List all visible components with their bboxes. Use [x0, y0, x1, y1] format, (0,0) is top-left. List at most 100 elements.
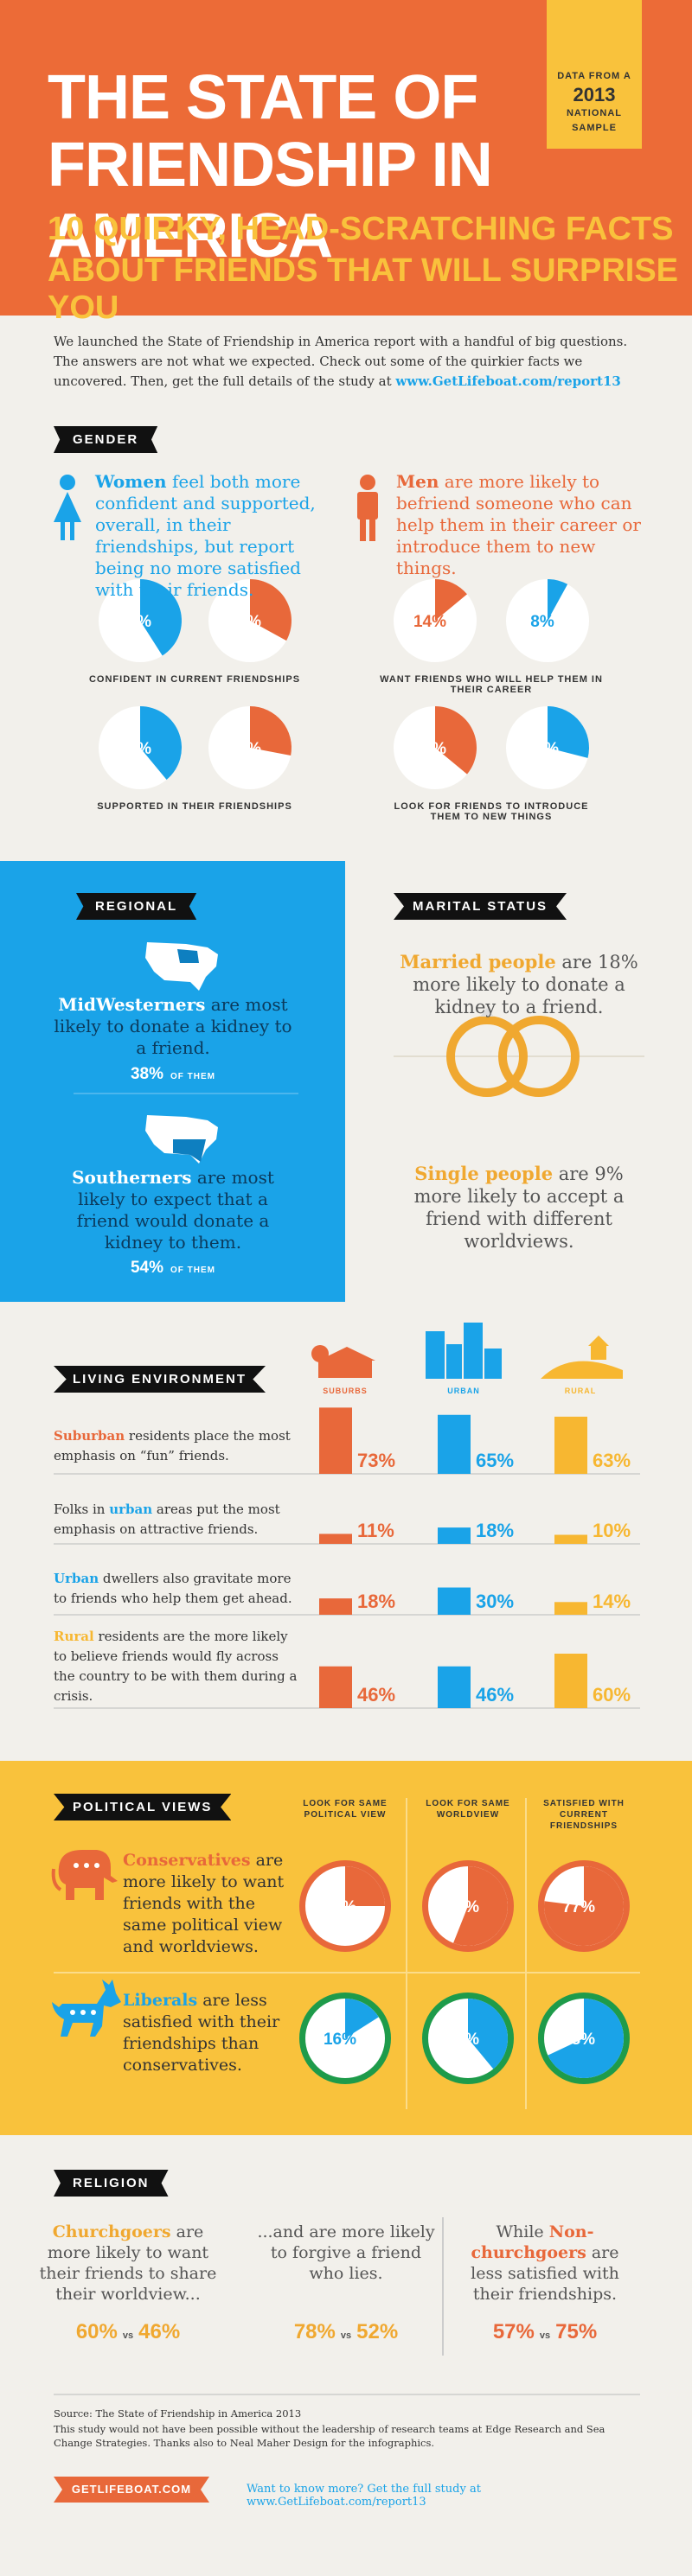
pie-label: 29%: [526, 740, 559, 758]
column-label: SUBURBS: [323, 1387, 368, 1395]
pie-label: 39%: [119, 740, 151, 758]
bar-label: 11%: [357, 1520, 394, 1541]
regional-background: [0, 861, 345, 1302]
text-segment: are more likely to want their friends to…: [39, 2222, 217, 2304]
diamond-icon: [480, 1008, 494, 1017]
text-segment: urban: [109, 1502, 153, 1517]
section-label: MARITAL STATUS: [394, 893, 567, 920]
suburbs-icon: [311, 1345, 375, 1378]
us-map: [145, 942, 218, 991]
row-text: Urban dwellers also gravitate more to fr…: [54, 1569, 300, 1609]
married-text: Married people are 18% more likely to do…: [394, 951, 644, 1018]
cta: Want to know more? Get the full study at…: [247, 2483, 481, 2509]
text-segment: are less satisfied with their friendship…: [123, 1991, 280, 2075]
pie-wedge: [548, 579, 568, 621]
pie-wedge: [543, 1866, 624, 1947]
pie-label: 16%: [324, 2031, 356, 2049]
logo-background: [54, 2477, 209, 2503]
text-segment: feel both more confident and supported, …: [95, 471, 316, 600]
stat-vs: vs: [539, 2331, 551, 2341]
bar: [554, 1416, 587, 1474]
text-segment: residents are the more likely to believe…: [54, 1629, 298, 1704]
text-segment: areas put the most emphasis on attractiv…: [54, 1502, 280, 1537]
subtitle: ABOUT FRIENDS THAT WILL SURPRISE YOU: [48, 252, 679, 326]
bar-label: 30%: [476, 1591, 514, 1612]
section-label: POLITICAL VIEWS: [54, 1794, 232, 1820]
stat-vs: vs: [122, 2331, 134, 2341]
text-segment: Conservatives: [123, 1851, 251, 1870]
bar: [438, 1587, 471, 1615]
text-segment: MidWesterners: [58, 994, 206, 1015]
section-label: RELIGION: [54, 2170, 169, 2197]
bar-label: 18%: [357, 1591, 395, 1612]
text-segment: Folks in: [54, 1502, 110, 1517]
group-text: Liberals are less satisfied with their f…: [123, 1990, 287, 2076]
text-segment: Single people: [414, 1163, 554, 1184]
pie-label: 14%: [413, 613, 446, 631]
pie-wedge: [250, 579, 292, 641]
stat-suffix: OF THEM: [170, 1072, 216, 1081]
bar: [319, 1533, 352, 1544]
badge-text: DATA FROM A: [557, 71, 631, 81]
badge-background: [547, 0, 642, 149]
pie-label: 39%: [446, 2031, 479, 2049]
badge: DATA FROM A 2013 NATIONAL SAMPLE: [547, 69, 642, 136]
pie-label: 77%: [562, 1898, 595, 1916]
bar: [554, 1534, 587, 1544]
pie-label: 8%: [530, 613, 554, 631]
pie-wedge: [548, 1999, 624, 2078]
stat-value: 38%: [130, 1065, 164, 1083]
bar-label: 73%: [357, 1450, 395, 1471]
column-header: SATISFIED WITH CURRENT FRIENDSHIPS: [543, 1799, 625, 1831]
stat-value: 78%: [293, 2320, 336, 2343]
text-segment: are 9% more likely to accept a friend wi…: [413, 1164, 625, 1252]
bar-label: 63%: [593, 1450, 631, 1471]
text-segment: residents place the most emphasis on “fu…: [54, 1428, 291, 1463]
pie-wedge: [140, 579, 182, 656]
pie-wedge: [345, 1999, 379, 2038]
text-segment: Urban: [54, 1571, 99, 1586]
pie-wedge: [140, 706, 183, 780]
pie-wedge: [345, 1866, 385, 1906]
title: FRIENDSHIP IN AMERICA: [48, 131, 493, 271]
pie-wedge: [468, 1999, 508, 2069]
bar: [438, 1666, 471, 1708]
bar: [438, 1527, 471, 1544]
row-text: Folks in urban areas put the most emphas…: [54, 1500, 300, 1540]
text-segment: are more likely to want friends with the…: [123, 1851, 285, 1956]
pie-label: 25%: [324, 1898, 356, 1916]
pie-wedge: [453, 1866, 508, 1947]
bar-label: 65%: [476, 1450, 514, 1471]
stat-vs: vs: [340, 2331, 352, 2341]
text-segment: Men: [396, 471, 439, 492]
pie-label: 36%: [413, 740, 446, 758]
logo: GETLIFEBOAT.COM: [71, 2483, 192, 2496]
stat-value: 54%: [130, 1259, 164, 1277]
row-text: Suburban residents place the most emphas…: [54, 1426, 300, 1466]
pie-wedge: [435, 706, 477, 775]
text-segment: Rural: [54, 1629, 94, 1644]
bar: [319, 1407, 352, 1474]
pie-label: 68%: [562, 2031, 595, 2049]
column-label: URBAN: [447, 1387, 480, 1395]
source: Source: The State of Friendship in Ameri…: [54, 2407, 302, 2420]
row-text: Rural residents are the more likely to b…: [54, 1627, 300, 1706]
pie-wedge: [250, 706, 292, 756]
badge-text: NATIONAL: [566, 108, 622, 118]
stat-value: 57%: [492, 2320, 535, 2343]
bar-label: 10%: [593, 1520, 631, 1541]
religion-text: Churchgoers are more likely to want thei…: [37, 2222, 219, 2305]
intro-text: We launched the State of Friendship in A…: [54, 334, 628, 389]
pie-wedge: [548, 706, 589, 758]
donkey-stars: [70, 2010, 96, 2015]
intro-link: www.GetLifeboat.com/report13: [395, 373, 621, 389]
text-segment: Churchgoers: [52, 2222, 171, 2241]
men-text: Men are more likely to befriend someone …: [396, 471, 647, 579]
women-text: Women feel both more confident and suppo…: [95, 471, 329, 601]
bar: [554, 1602, 587, 1615]
text-segment: are most likely to donate a kidney to a …: [54, 994, 292, 1058]
stat-value: 60%: [75, 2320, 118, 2343]
urban-icon: [426, 1323, 502, 1379]
